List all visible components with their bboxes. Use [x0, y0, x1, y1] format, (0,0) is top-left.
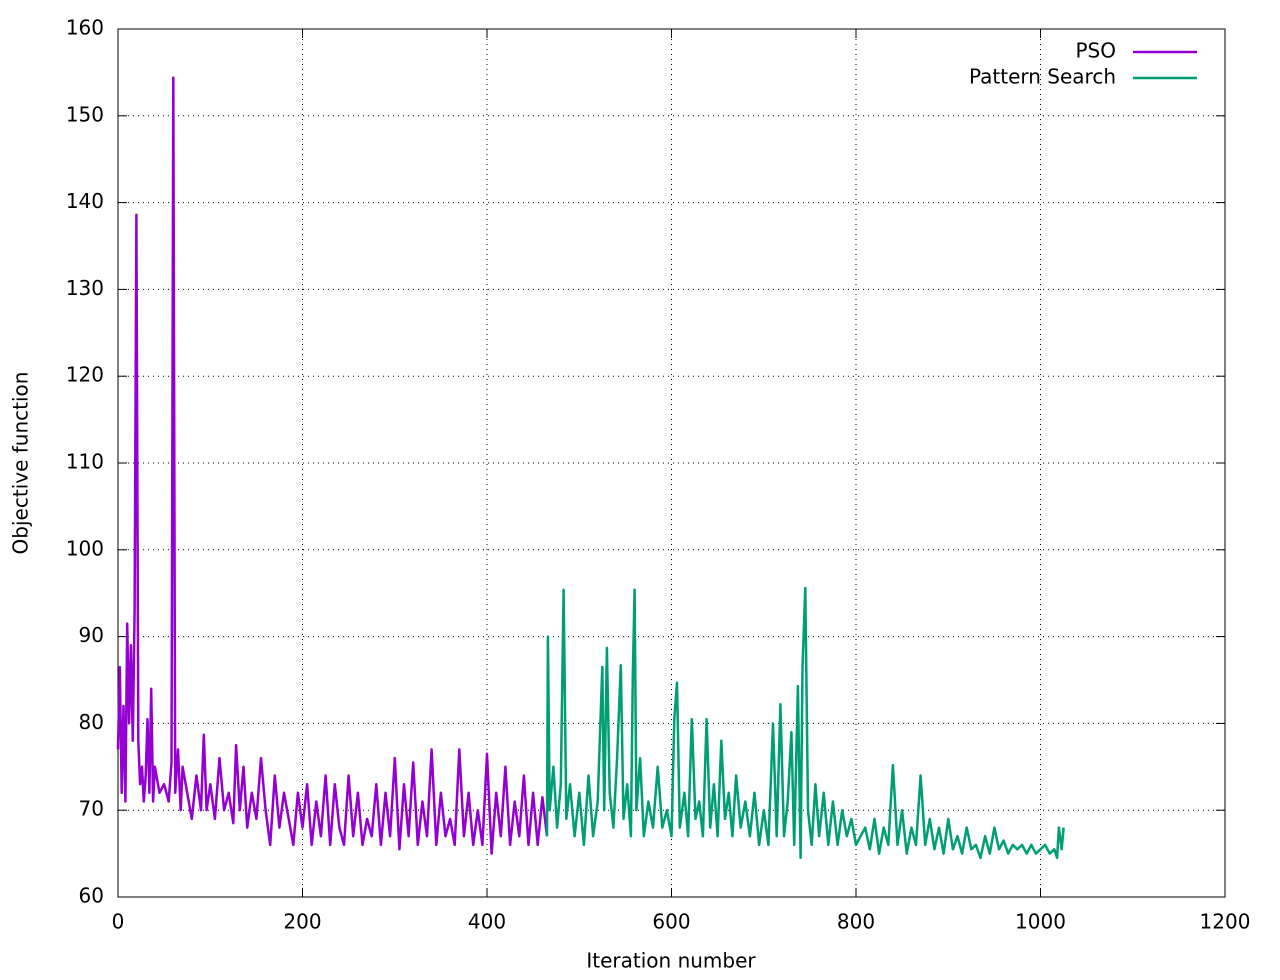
- y-tick-label: 120: [66, 363, 104, 387]
- series-line: [545, 586, 1065, 860]
- y-tick-label: 90: [79, 623, 104, 647]
- y-tick-label: 130: [66, 276, 104, 300]
- y-tick-label: 80: [79, 710, 104, 734]
- x-tick-label: 400: [468, 910, 506, 934]
- x-tick-label: 800: [837, 910, 875, 934]
- x-tick-label: 1200: [1200, 910, 1251, 934]
- y-tick-label: 140: [66, 189, 104, 213]
- x-axis-label: Iteration number: [586, 949, 756, 973]
- x-tick-label: 1000: [1015, 910, 1066, 934]
- y-tick-label: 110: [66, 450, 104, 474]
- x-tick-label: 200: [283, 910, 321, 934]
- legend-label: Pattern Search: [969, 65, 1116, 89]
- y-tick-label: 70: [79, 797, 104, 821]
- y-tick-label: 60: [79, 884, 104, 908]
- y-tick-label: 100: [66, 536, 104, 560]
- series-line: [116, 76, 549, 855]
- y-tick-label: 160: [66, 16, 104, 40]
- x-tick-label: 0: [112, 910, 125, 934]
- legend-label: PSO: [1076, 39, 1117, 63]
- x-tick-label: 600: [652, 910, 690, 934]
- plot-frame: [117, 28, 1226, 898]
- y-tick-label: 150: [66, 102, 104, 126]
- y-axis-label: Objective function: [9, 372, 33, 555]
